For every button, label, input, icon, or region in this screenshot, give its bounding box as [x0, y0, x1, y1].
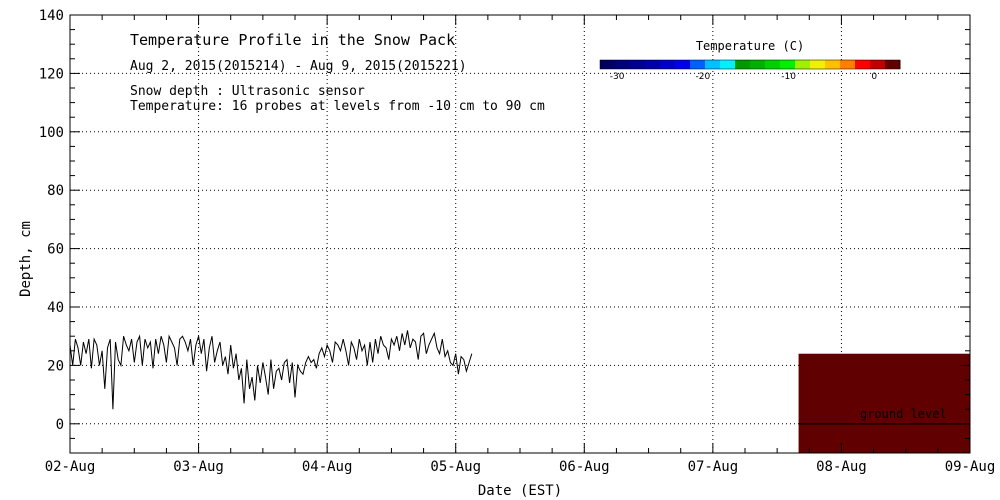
colorbar-tick-label: -10 — [781, 72, 796, 82]
colorbar-cell — [750, 60, 766, 69]
ground-level-label: ground level — [860, 407, 947, 421]
y-tick-label: 0 — [56, 417, 64, 433]
chart-subtitle: Aug 2, 2015(2015214) - Aug 9, 2015(20152… — [130, 59, 467, 74]
note-snow-depth: Snow depth : Ultrasonic sensor — [130, 84, 365, 99]
colorbar-cell — [720, 60, 736, 69]
x-tick-label: 05-Aug — [430, 459, 481, 475]
x-tick-label: 09-Aug — [945, 459, 996, 475]
y-tick-label: 60 — [47, 242, 64, 258]
colorbar-cell — [690, 60, 706, 69]
colorbar-cell — [630, 60, 646, 69]
note-temperature: Temperature: 16 probes at levels from -1… — [130, 99, 545, 114]
x-tick-label: 06-Aug — [559, 459, 610, 475]
colorbar-cell — [810, 60, 826, 69]
colorbar-cell — [870, 60, 886, 69]
snow-depth-series — [69, 330, 473, 410]
colorbar-tick-label: 0 — [871, 72, 877, 82]
x-tick-label: 03-Aug — [173, 459, 224, 475]
axis-ticks: 02-Aug 03-Aug 04-Aug 05-Aug 06-Aug 07-Aug 08-A… — [39, 8, 996, 475]
y-tick-label: 120 — [39, 66, 64, 82]
ground-level: ground level — [798, 407, 970, 425]
x-tick-label: 02-Aug — [45, 459, 96, 475]
colorbar-cell — [885, 60, 901, 69]
y-axis-title: Depth, cm — [18, 221, 34, 297]
colorbar-cell — [705, 60, 721, 69]
colorbar-legend: Temperature (C) -30 -20 -10 0 — [599, 39, 901, 82]
y-tick-label: 140 — [39, 8, 64, 24]
colorbar-cell — [615, 60, 631, 69]
x-tick-label: 08-Aug — [816, 459, 867, 475]
x-tick-label: 07-Aug — [688, 459, 739, 475]
y-tick-label: 40 — [47, 300, 64, 316]
colorbar-title: Temperature (C) — [696, 39, 804, 53]
colorbar-cell — [675, 60, 691, 69]
y-tick-label: 80 — [47, 183, 64, 199]
x-axis-title: Date (EST) — [478, 483, 562, 499]
colorbar-tick-label: -30 — [610, 72, 625, 82]
x-tick-label: 04-Aug — [302, 459, 353, 475]
colorbar-cells — [599, 59, 901, 70]
y-tick-label: 100 — [39, 125, 64, 141]
temperature-fill — [798, 353, 970, 453]
colorbar-cell — [765, 60, 781, 69]
colorbar-tick-label: -20 — [696, 72, 711, 82]
y-tick-label: 20 — [47, 358, 64, 374]
colorbar-cell — [735, 60, 751, 69]
colorbar-cell — [600, 60, 616, 69]
colorbar-cell — [660, 60, 676, 69]
colorbar-outline — [599, 59, 901, 70]
colorbar-cell — [795, 60, 811, 69]
snow-depth-line — [69, 330, 473, 410]
colorbar-cell — [645, 60, 661, 69]
colorbar-cell — [825, 60, 841, 69]
colorbar-cell — [780, 60, 796, 69]
colorbar-ticks: -30 -20 -10 0 — [610, 72, 878, 82]
colorbar-cell — [840, 60, 856, 69]
colorbar-cell — [855, 60, 871, 69]
temperature-block — [798, 353, 970, 453]
chart-title: Temperature Profile in the Snow Pack — [130, 31, 455, 49]
